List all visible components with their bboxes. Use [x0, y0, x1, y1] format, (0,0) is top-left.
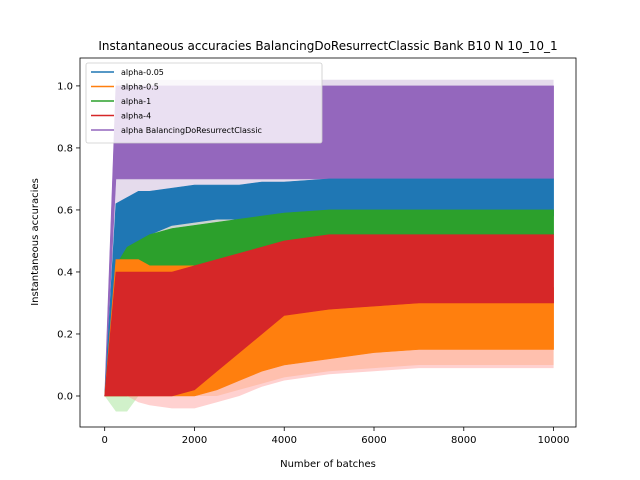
y-tick-label: 0.0 — [57, 391, 73, 402]
x-axis: 0 2000 4000 6000 8000 10000 — [102, 427, 570, 446]
y-tick-label: 0.6 — [57, 205, 73, 216]
y-axis-label: Instantaneous accuracies — [30, 178, 41, 306]
x-tick-label: 0 — [102, 435, 108, 446]
legend-label-5: alpha BalancingDoResurrectClassic — [121, 126, 262, 135]
chart-title: Instantaneous accuracies BalancingDoResu… — [98, 39, 557, 53]
legend-label-1: alpha-0.05 — [121, 68, 164, 77]
legend-label-4: alpha-4 — [121, 112, 151, 121]
legend-label-2: alpha-0.5 — [121, 83, 159, 92]
x-tick-label: 2000 — [182, 435, 207, 446]
x-tick-label: 6000 — [361, 435, 386, 446]
y-tick-label: 0.8 — [57, 143, 73, 154]
legend-box — [85, 62, 323, 144]
legend: alpha-0.05 alpha-0.5 alpha-1 alpha-4 alpha B… — [85, 62, 323, 144]
x-axis-label: Number of batches — [280, 459, 376, 470]
x-tick-label: 4000 — [272, 435, 297, 446]
y-axis: 0.0 0.2 0.4 0.6 0.8 1.0 — [57, 81, 80, 402]
y-tick-label: 0.2 — [57, 329, 73, 340]
legend-label-3: alpha-1 — [121, 97, 151, 106]
series-envelope-1 — [104, 178, 554, 397]
plot-frame — [79, 57, 577, 428]
series-layer — [104, 85, 554, 397]
series-envelope-4 — [104, 234, 554, 397]
y-tick-label: 0.4 — [57, 267, 73, 278]
y-tick-label: 1.0 — [57, 81, 73, 92]
x-tick-label: 8000 — [451, 435, 476, 446]
x-tick-label: 10000 — [538, 435, 570, 446]
